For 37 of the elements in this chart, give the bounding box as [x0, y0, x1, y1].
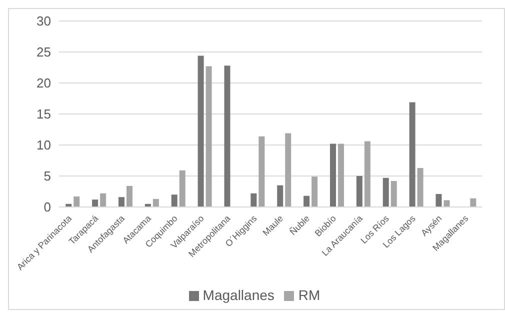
bar [304, 196, 310, 207]
bar [382, 178, 389, 207]
bar [285, 133, 292, 207]
bar [338, 144, 344, 207]
bar [198, 56, 204, 207]
y-tick-label: 10 [36, 138, 51, 153]
bar [436, 194, 442, 207]
y-tick-label: 0 [44, 200, 51, 215]
bar [126, 186, 132, 207]
bar [250, 193, 257, 207]
y-tick-label: 25 [36, 44, 51, 60]
y-tick-label: 20 [36, 76, 51, 91]
bar [409, 102, 416, 207]
y-tick-label: 15 [36, 106, 51, 122]
y-tick-label: 30 [36, 14, 51, 29]
bar [152, 198, 159, 207]
bar [171, 194, 178, 207]
bar [277, 185, 284, 207]
bar [312, 176, 318, 207]
bar [179, 170, 186, 207]
bar [390, 180, 397, 207]
legend-label: RM [298, 287, 320, 303]
bar [417, 168, 424, 207]
bar [74, 196, 80, 207]
bar [258, 136, 265, 207]
bar [356, 176, 362, 207]
y-tick-label: 5 [44, 168, 51, 184]
bar [364, 141, 370, 207]
legend-label: Magallanes [202, 287, 274, 303]
bar [92, 200, 98, 207]
bar [100, 193, 106, 207]
bar [444, 200, 450, 207]
bar [206, 66, 212, 207]
bar [330, 144, 336, 207]
bar [470, 198, 476, 207]
bar [224, 66, 230, 207]
bar [118, 197, 124, 207]
